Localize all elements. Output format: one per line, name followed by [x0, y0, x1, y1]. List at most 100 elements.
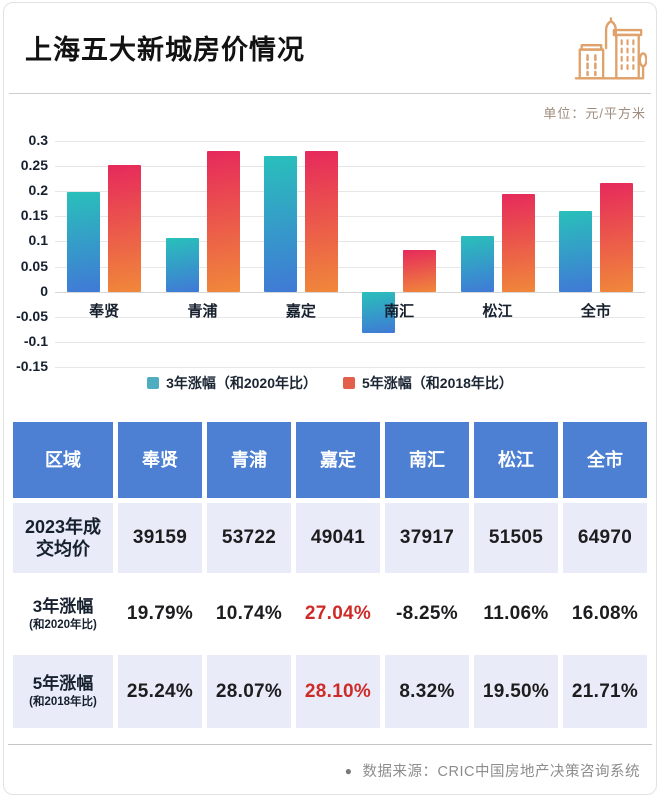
bar-3yr-2 [165, 237, 199, 292]
table-value: 16.08% [571, 603, 639, 625]
gridline [55, 166, 645, 168]
table-value-cell: 39159 [118, 503, 202, 573]
x-axis-label: 青浦 [187, 302, 218, 320]
x-axis-label: 奉贤 [89, 302, 120, 320]
chart-legend: 3年涨幅（和2020年比） 5年涨幅（和2018年比） [0, 372, 660, 394]
row-label: 2023年成交均价 [24, 516, 102, 560]
x-axis-label: 全市 [580, 302, 611, 320]
y-axis-tick: -0.05 [16, 307, 48, 324]
bar-chart: 0.3 0.25 0.2 0.15 0.1 0.05 0 -0.05 -0.1 -0.15 奉贤 青浦… [0, 130, 660, 375]
bar-5yr-4 [403, 249, 437, 292]
table-header-cell: 南汇 [385, 422, 469, 498]
bar-5yr-6 [599, 182, 633, 292]
table-header-cell: 嘉定 [296, 422, 380, 498]
bar-3yr-5 [460, 236, 494, 292]
legend-label: 3年涨幅（和2020年比） [166, 375, 317, 391]
x-axis-label: 南汇 [384, 302, 415, 320]
table-value: -8.25% [395, 603, 458, 625]
table-value: 39159 [132, 527, 188, 549]
y-axis-tick: 0.1 [28, 232, 48, 249]
row-label-main: 3年涨幅 [32, 596, 94, 616]
legend-label: 5年涨幅（和2018年比） [362, 375, 513, 391]
table-row: 2023年成交均价 39159 53722 49041 37917 51505 64970 [13, 503, 647, 573]
table-value-cell: 27.04% [296, 573, 380, 655]
legend-swatch [147, 377, 160, 389]
table-value: 49041 [310, 527, 366, 549]
x-axis-label: 松江 [482, 302, 513, 320]
buildings-icon [574, 17, 647, 80]
table-value-cell: 10.74% [207, 573, 291, 655]
bar-5yr-3 [304, 150, 338, 292]
bullet-icon: ● [344, 763, 353, 778]
row-label-main: 5年涨幅 [32, 674, 94, 694]
table-value: 28.07% [215, 680, 283, 702]
y-axis-tick: 0.2 [28, 182, 48, 199]
table-value-highlight: 28.10% [304, 680, 372, 702]
table-value: 37917 [399, 527, 455, 549]
bar-5yr-5 [501, 193, 535, 292]
bar-3yr-6 [558, 210, 592, 292]
footer-divider [8, 744, 652, 745]
table-value-cell: 64970 [563, 503, 647, 573]
table-value: 64970 [577, 527, 633, 549]
table-value: 19.50% [482, 680, 550, 702]
y-axis-tick: 0.15 [20, 207, 48, 224]
table-header-cell: 区域 [13, 422, 113, 498]
y-axis-tick: -0.1 [23, 332, 48, 349]
table-value: 25.24% [126, 680, 194, 702]
gridline [55, 191, 645, 193]
row-label-sub: (和2018年比) [29, 696, 97, 709]
gridline [55, 341, 645, 343]
table-value: 10.74% [215, 603, 283, 625]
gridline [55, 316, 645, 318]
bar-5yr-1 [108, 164, 142, 292]
table-value-highlight: 27.04% [304, 603, 372, 625]
table-row: 3年涨幅 (和2020年比) 19.79% 10.74% 27.04% -8.25% 11.… [13, 573, 647, 655]
table-value-cell: 21.71% [563, 655, 647, 728]
table-value-cell: 19.50% [474, 655, 558, 728]
bar-5yr-2 [206, 150, 240, 292]
legend-swatch [343, 377, 355, 389]
table-value-cell: 8.32% [385, 655, 469, 728]
gridline [55, 367, 645, 368]
bar-3yr-4 [362, 291, 396, 334]
data-source-text: 数据来源：CRIC中国房地产决策咨询系统 [362, 764, 640, 780]
table-value-cell: 25.24% [118, 655, 202, 728]
table-row: 5年涨幅 (和2018年比) 25.24% 28.07% 28.10% 8.32% 19.5… [13, 655, 647, 728]
gridline [55, 141, 645, 142]
y-axis-tick: 0.3 [28, 132, 48, 148]
y-axis-tick: -0.15 [16, 358, 48, 374]
x-axis-label: 嘉定 [285, 302, 316, 320]
table-value: 51505 [488, 527, 544, 549]
gridline [55, 291, 645, 293]
bar-3yr-1 [67, 192, 101, 292]
y-axis-tick: 0.25 [20, 157, 48, 174]
table-value: 21.71% [571, 680, 639, 702]
unit-label: 单位：元/平方米 [543, 106, 646, 121]
page-title: 上海五大新城房价情况 [25, 35, 305, 65]
table-value-cell: 28.10% [296, 655, 380, 728]
gridline [55, 216, 645, 218]
table-value: 19.79% [126, 603, 194, 625]
row-label-cell: 2023年成交均价 [13, 503, 113, 573]
table-value-cell: 16.08% [563, 573, 647, 655]
table-value-cell: 19.79% [118, 573, 202, 655]
row-label-sub: (和2020年比) [29, 618, 97, 631]
row-label-cell: 3年涨幅 (和2020年比) [13, 573, 113, 655]
table-header-cell: 青浦 [207, 422, 291, 498]
gridline [55, 241, 645, 243]
legend-item: 5年涨幅（和2018年比） [343, 373, 513, 393]
table-value-cell: 37917 [385, 503, 469, 573]
table-header-row: 区域 奉贤 青浦 嘉定 南汇 松江 全市 [13, 422, 647, 498]
table-header-cell: 松江 [474, 422, 558, 498]
legend-item: 3年涨幅（和2020年比） [147, 373, 317, 393]
table-value: 8.32% [399, 680, 455, 702]
table-value-cell: 11.06% [474, 573, 558, 655]
table-value: 11.06% [483, 603, 549, 625]
y-axis-tick: 0.05 [20, 257, 48, 274]
bar-3yr-3 [263, 155, 297, 292]
table-value-cell: 49041 [296, 503, 380, 573]
y-axis-tick: 0 [40, 282, 48, 299]
header-divider [9, 93, 651, 94]
